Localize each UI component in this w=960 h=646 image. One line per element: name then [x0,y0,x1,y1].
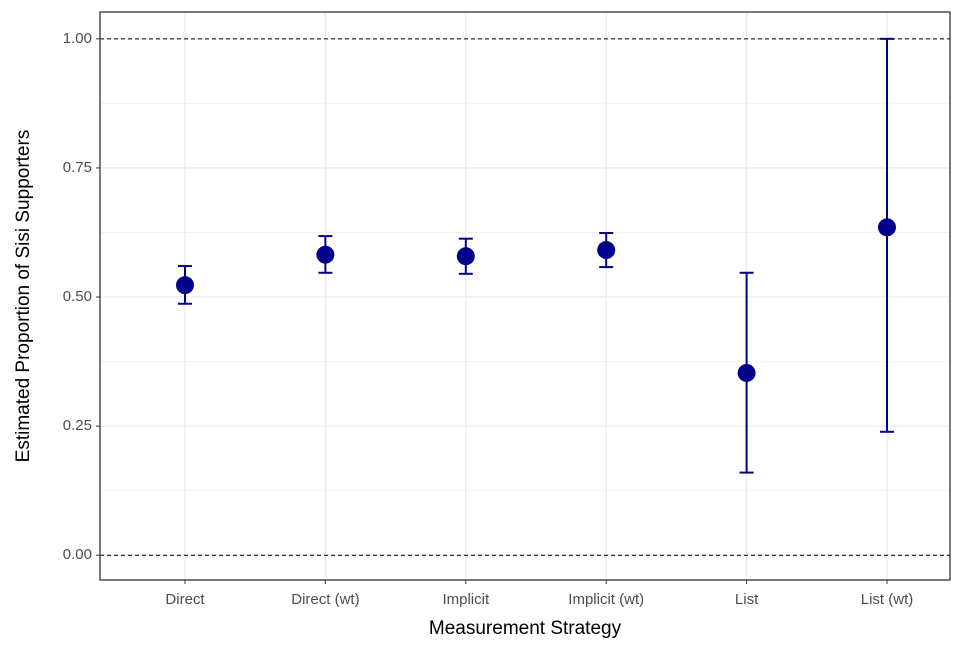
point [176,276,194,295]
point [737,363,756,382]
x-tick-label: Implicit (wt) [568,591,644,608]
panel-border [99,11,951,581]
x-tick-label: Direct (wt) [291,591,359,608]
y-tick-label: 0.25 [63,417,92,434]
x-axis-title: Measurement Strategy [429,618,622,639]
y-tick-label: 0.75 [63,159,92,176]
point [597,241,616,260]
y-tick-label: 1.00 [63,30,92,47]
point [878,218,896,237]
x-tick-label: List [735,591,759,608]
x-tick-label: List (wt) [861,591,914,608]
point [456,247,475,266]
x-tick-label: Direct [165,591,205,608]
y-tick-label: 0.00 [63,546,92,563]
point [316,245,335,264]
x-tick-label: Implicit [442,591,490,608]
y-tick-label: 0.50 [63,288,92,305]
y-axis-title: Estimated Proportion of Sisi Supporters [13,130,34,463]
